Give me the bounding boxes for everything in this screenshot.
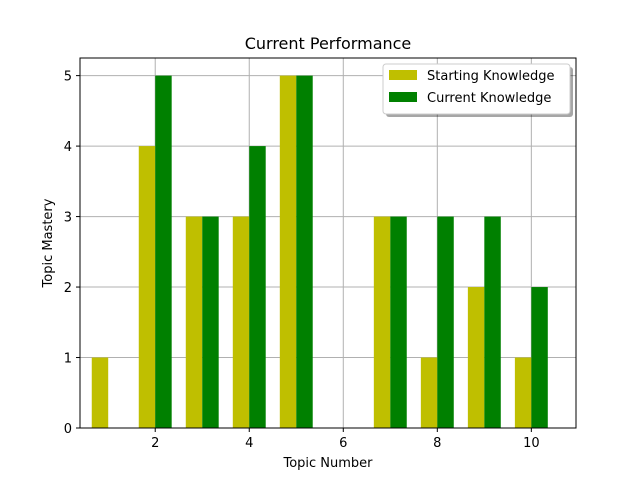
y-axis-ticks: 0 1 2 3 4 5 <box>64 70 80 437</box>
y-tick-label: 5 <box>64 70 72 85</box>
bar-current-knowledge-topic-9 <box>484 216 501 428</box>
x-tick-label: 4 <box>245 436 253 451</box>
y-tick-label: 4 <box>64 140 72 155</box>
bar-starting-knowledge-topic-7 <box>373 216 391 428</box>
y-axis-label: Topic Mastery <box>41 198 56 288</box>
x-tick-label: 8 <box>433 436 441 451</box>
bar-current-knowledge-topic-8 <box>437 216 454 428</box>
y-tick-label: 1 <box>64 352 72 367</box>
legend-label-current-knowledge: Current Knowledge <box>427 91 551 106</box>
x-tick-label: 6 <box>339 436 347 451</box>
legend: Starting Knowledge Current Knowledge <box>382 63 573 117</box>
bar-starting-knowledge-topic-10 <box>514 357 532 428</box>
bar-current-knowledge-topic-4 <box>249 146 266 428</box>
bar-current-knowledge-topic-5 <box>296 75 313 428</box>
legend-box <box>382 63 571 115</box>
x-axis-label: Topic Number <box>282 456 373 471</box>
chart-title: Current Performance <box>245 34 412 53</box>
bar-starting-knowledge-topic-8 <box>420 357 438 428</box>
plot-area-frame <box>79 57 577 429</box>
legend-swatch-current-knowledge <box>389 92 417 102</box>
bar-starting-knowledge-topic-4 <box>232 216 250 428</box>
bar-starting-knowledge-topic-3 <box>185 216 203 428</box>
y-tick-label: 0 <box>64 422 72 437</box>
bar-starting-knowledge-topic-2 <box>138 146 156 428</box>
legend-swatch-starting-knowledge <box>389 70 417 80</box>
bar-current-knowledge-topic-10 <box>531 287 548 428</box>
bars <box>91 75 548 428</box>
y-tick-label: 2 <box>64 281 72 296</box>
bar-starting-knowledge-topic-9 <box>467 287 485 428</box>
x-axis-ticks: 2 4 6 8 10 <box>151 428 540 451</box>
bar-current-knowledge-topic-2 <box>155 75 172 428</box>
bar-starting-knowledge-topic-1 <box>91 357 109 428</box>
x-tick-label: 10 <box>523 436 540 451</box>
legend-label-starting-knowledge: Starting Knowledge <box>427 69 554 84</box>
bar-current-knowledge-topic-3 <box>202 216 219 428</box>
bar-current-knowledge-topic-7 <box>390 216 407 428</box>
x-tick-label: 2 <box>151 436 159 451</box>
bar-starting-knowledge-topic-5 <box>279 75 297 428</box>
y-tick-label: 3 <box>64 211 72 226</box>
